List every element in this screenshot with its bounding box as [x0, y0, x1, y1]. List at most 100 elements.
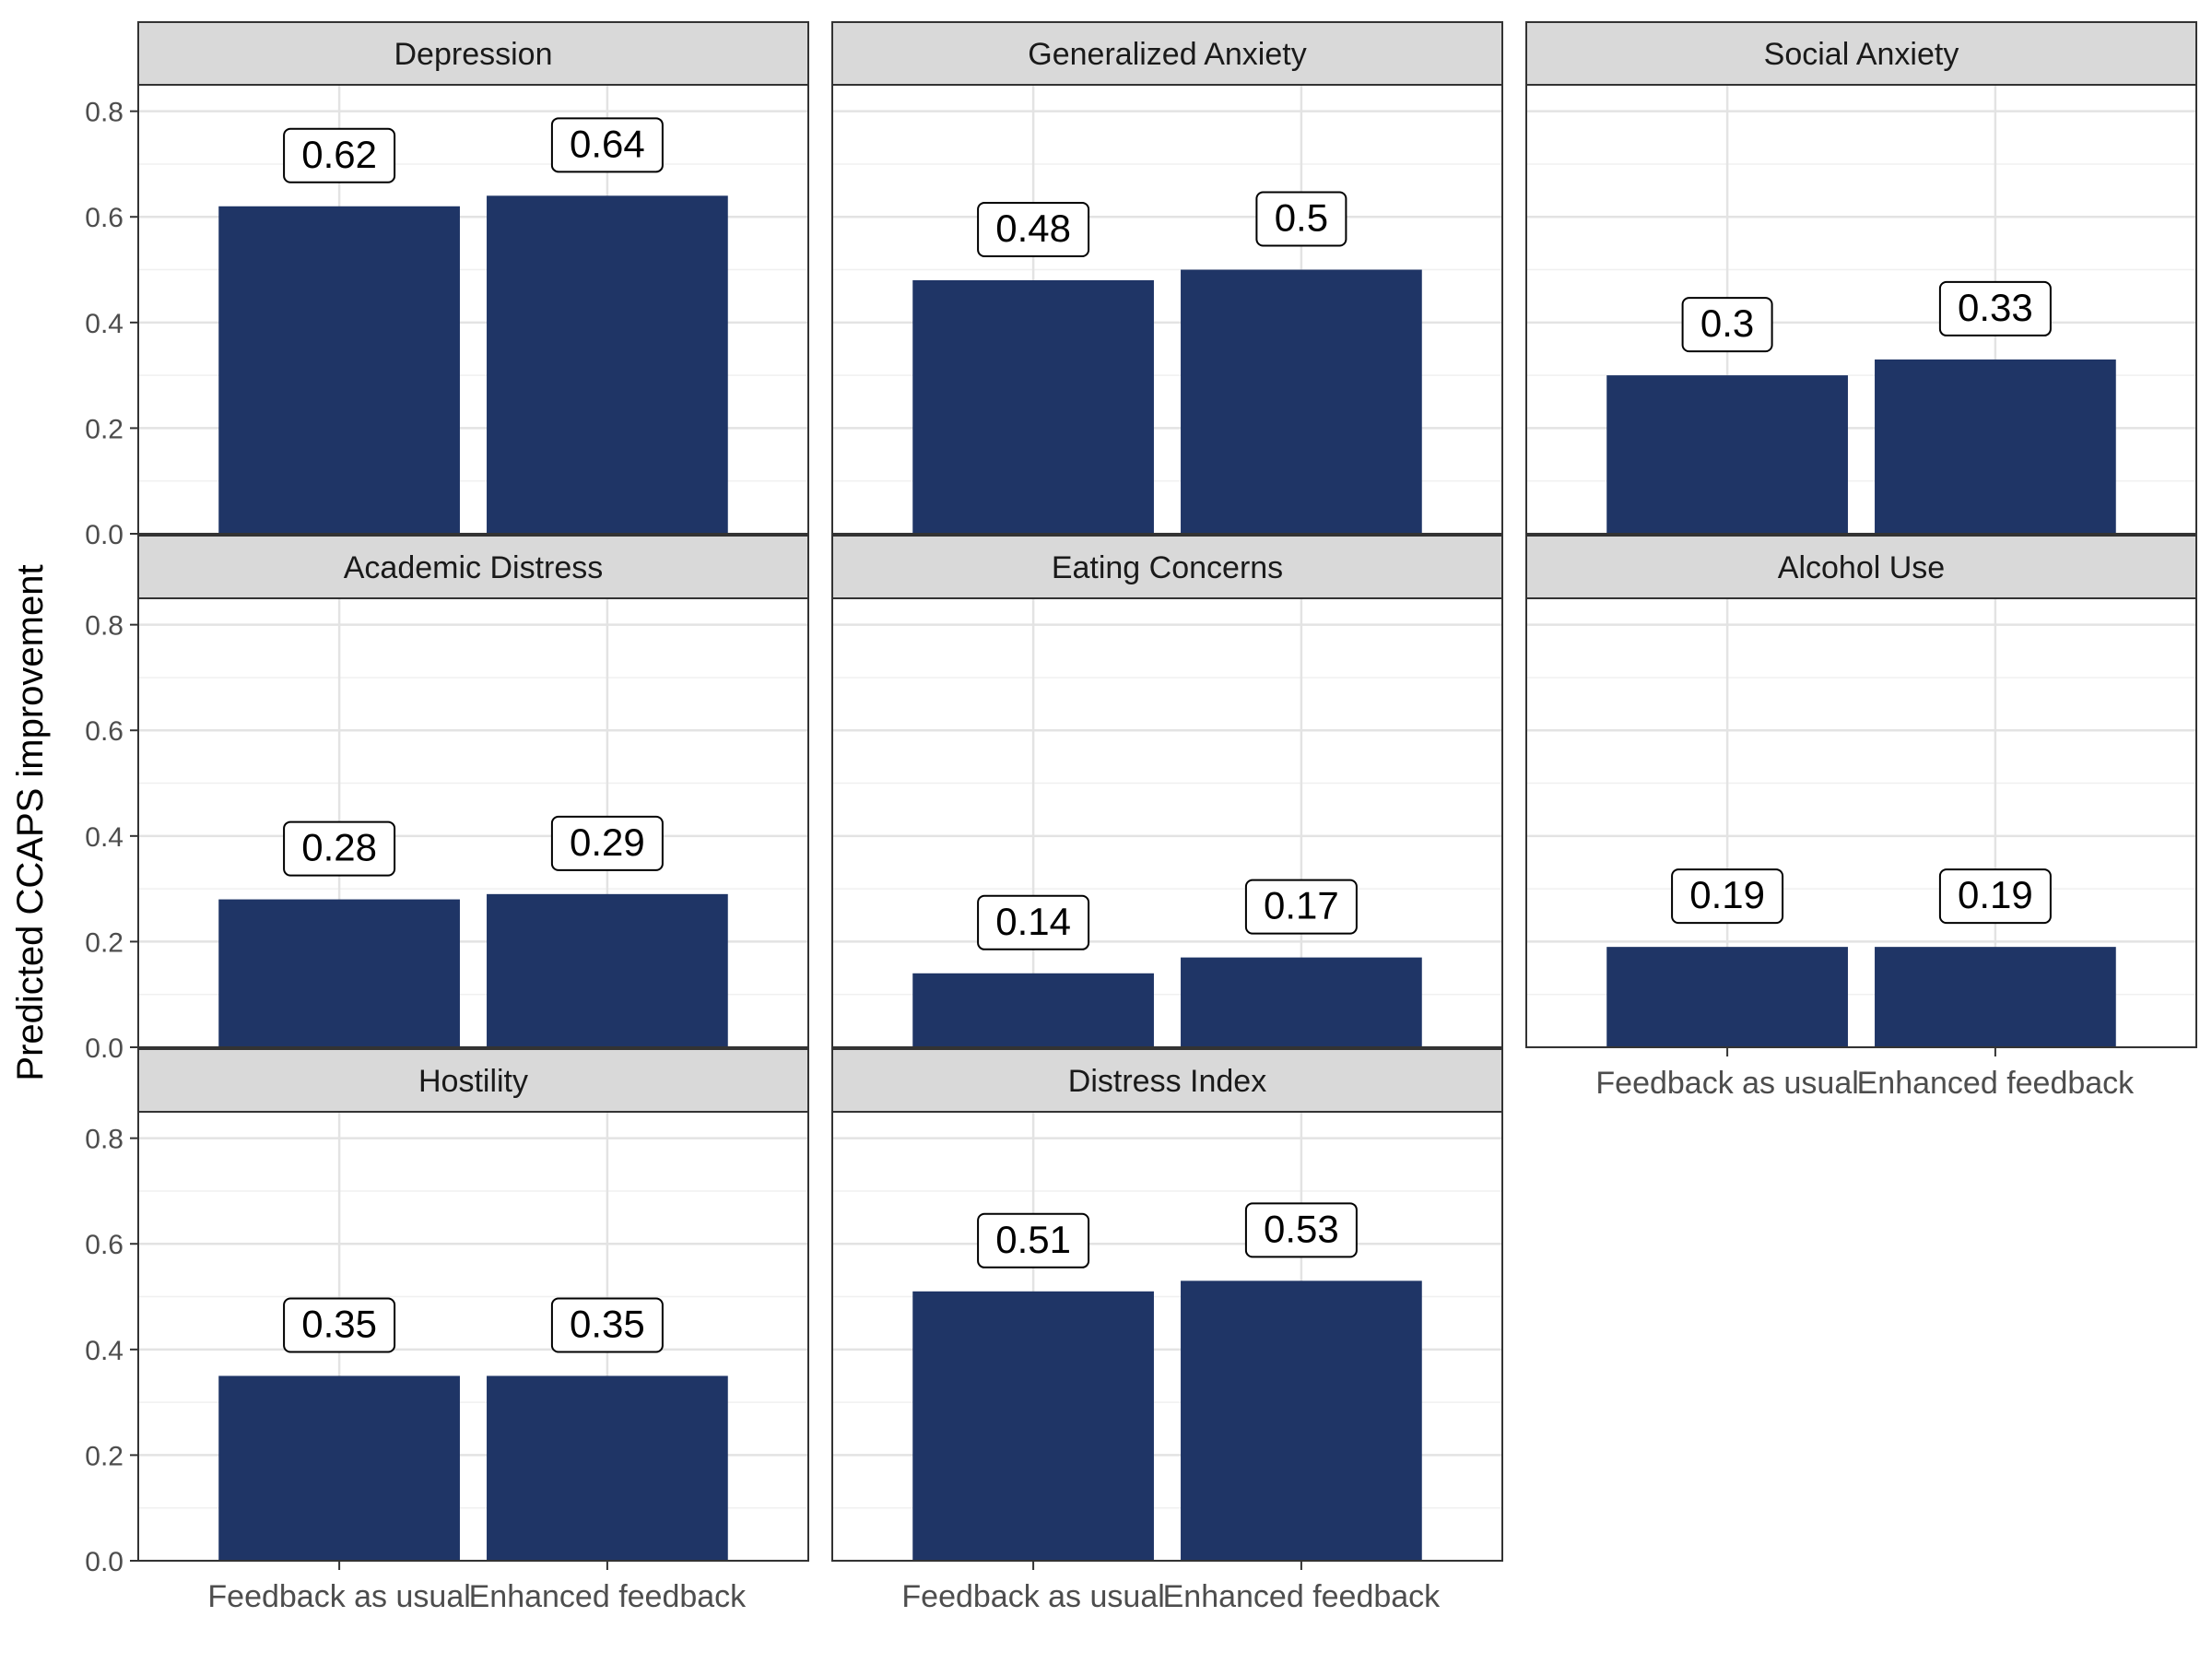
y-tick-label: 0.8 — [85, 1125, 124, 1155]
data-label-box — [283, 820, 396, 877]
facet-panel-depression: Depression 0.62 0.64 0.0 0.2 0.4 0.6 0.8 — [85, 21, 809, 550]
bar — [1606, 947, 1848, 1047]
panel-border — [1525, 597, 2197, 1048]
y-tick-label: 0.0 — [85, 1033, 124, 1064]
data-label: 0.48 — [995, 207, 1071, 250]
bar — [487, 195, 728, 535]
y-tick-label: 0.4 — [85, 1336, 124, 1366]
data-label: 0.64 — [570, 122, 645, 165]
facet-strip — [1525, 535, 2197, 599]
data-label: 0.17 — [1264, 884, 1339, 927]
panel-border — [831, 597, 1503, 1048]
panel-border — [831, 84, 1503, 535]
facet-panel-hostility: Hostility 0.35 0.35 0.0 0.2 0.4 0.6 0.8 Feedback… — [85, 1048, 809, 1614]
y-tick-label: 0.0 — [85, 1547, 124, 1577]
y-tick-label: 0.4 — [85, 309, 124, 339]
bar — [912, 1291, 1154, 1561]
y-tick-label: 0.6 — [85, 1230, 124, 1260]
y-tick-label: 0.2 — [85, 414, 124, 444]
data-label-box — [550, 117, 664, 173]
x-tick-label: Enhanced feedback — [469, 1579, 747, 1614]
data-label-box — [1938, 868, 2052, 925]
x-tick-label: Feedback as usual — [901, 1579, 1164, 1614]
facet-title: Eating Concerns — [1052, 550, 1283, 585]
facet-title: Distress Index — [1068, 1064, 1266, 1099]
data-label-box — [977, 894, 1090, 950]
data-label: 0.35 — [301, 1302, 377, 1345]
data-label-box — [1681, 297, 1773, 353]
data-label-box — [1671, 868, 1784, 925]
data-label: 0.19 — [1958, 873, 2033, 916]
data-label: 0.29 — [570, 820, 645, 864]
facet-title: Academic Distress — [344, 550, 604, 585]
data-label-box — [1255, 191, 1347, 247]
facet-strip — [137, 535, 809, 599]
data-label: 0.28 — [301, 826, 377, 869]
bar — [1875, 359, 2116, 534]
y-tick-label: 0.2 — [85, 1441, 124, 1471]
bar — [1875, 947, 2116, 1047]
y-tick-label: 0.8 — [85, 611, 124, 642]
x-tick-label: Enhanced feedback — [1163, 1579, 1441, 1614]
facet-strip — [137, 21, 809, 86]
bar — [487, 1375, 728, 1561]
facet-panel-eating-concerns: Eating Concerns 0.14 0.17 — [831, 535, 1503, 1049]
bar — [912, 279, 1154, 534]
bar — [1181, 1280, 1422, 1561]
y-tick-label: 0.2 — [85, 927, 124, 958]
data-label-box — [977, 1212, 1090, 1269]
facet-title: Hostility — [418, 1064, 528, 1099]
y-tick-label: 0.0 — [85, 520, 124, 550]
facet-strip — [831, 535, 1503, 599]
data-label: 0.62 — [301, 133, 377, 176]
facet-strip — [1525, 21, 2197, 86]
data-label: 0.14 — [995, 900, 1071, 943]
facet-panel-distress-index: Distress Index 0.51 0.53 Feedback as usualE… — [831, 1048, 1503, 1614]
data-label: 0.19 — [1689, 873, 1765, 916]
facet-title: Alcohol Use — [1778, 550, 1945, 585]
y-tick-label: 0.4 — [85, 822, 124, 853]
bar — [912, 973, 1154, 1047]
data-label: 0.35 — [570, 1302, 645, 1345]
facet-panel-social-anxiety: Social Anxiety 0.3 0.33 — [1525, 21, 2197, 536]
facet-title: Social Anxiety — [1764, 37, 1959, 72]
data-label: 0.33 — [1958, 286, 2033, 329]
panel-border — [831, 1111, 1503, 1562]
facet-strip — [831, 21, 1503, 86]
data-label-box — [1244, 1202, 1358, 1258]
facet-panel-academic-distress: Academic Distress 0.28 0.29 0.0 0.2 0.4 0.6 0.8 — [85, 535, 809, 1064]
bar — [218, 206, 460, 534]
bar — [487, 893, 728, 1047]
facet-panel-generalized-anxiety: Generalized Anxiety 0.48 0.5 — [831, 21, 1503, 536]
data-label-box — [977, 201, 1090, 257]
data-label-box — [1244, 879, 1358, 935]
bar — [218, 1375, 460, 1561]
x-tick-label: Enhanced feedback — [1857, 1066, 2136, 1101]
y-tick-label: 0.8 — [85, 98, 124, 128]
facet-strip — [137, 1048, 809, 1113]
data-label: 0.51 — [995, 1218, 1071, 1261]
y-axis-title: Predicted CCAPS improvement — [10, 564, 51, 1080]
data-label: 0.3 — [1700, 301, 1754, 345]
facet-strip — [831, 1048, 1503, 1113]
y-tick-label: 0.6 — [85, 716, 124, 747]
x-tick-label: Feedback as usual — [1595, 1066, 1858, 1101]
bar — [1606, 375, 1848, 534]
panel-border — [137, 1111, 809, 1562]
panel-border — [1525, 84, 2197, 535]
panel-border — [137, 84, 809, 535]
data-label: 0.53 — [1264, 1207, 1339, 1250]
facet-panel-alcohol-use: Alcohol Use 0.19 0.19 Feedback as usualEnha… — [1525, 535, 2197, 1101]
data-label-box — [283, 127, 396, 183]
facet-title: Generalized Anxiety — [1028, 37, 1306, 72]
bar — [218, 899, 460, 1047]
data-label: 0.5 — [1275, 196, 1328, 240]
panel-border — [137, 597, 809, 1048]
data-label-box — [550, 815, 664, 871]
data-label-box — [550, 1297, 664, 1353]
data-label-box — [283, 1297, 396, 1353]
x-tick-label: Feedback as usual — [207, 1579, 470, 1614]
data-label-box — [1938, 280, 2052, 336]
